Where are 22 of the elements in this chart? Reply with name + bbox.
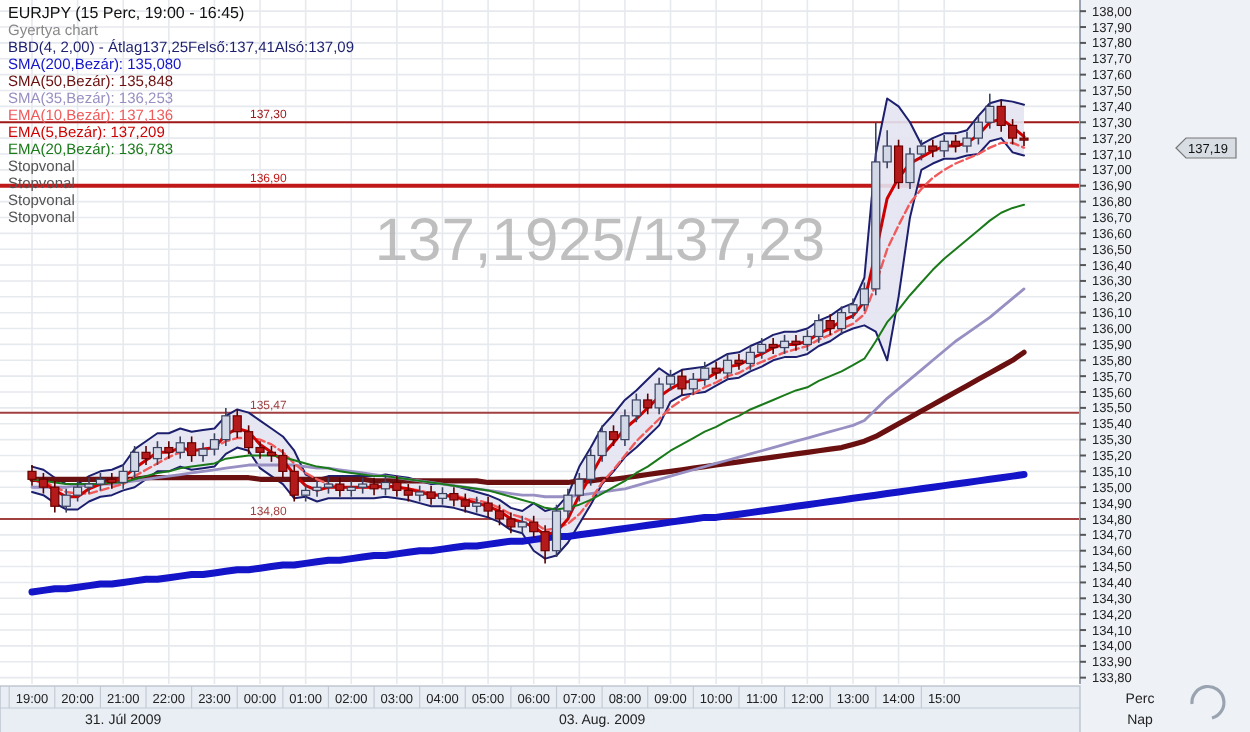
annotation: 137,1925/137,23 — [374, 208, 826, 274]
candlestick — [677, 369, 687, 396]
line-series — [28, 471, 1028, 596]
candlestick — [335, 476, 345, 498]
candlestick — [722, 353, 733, 381]
candlestick — [608, 424, 619, 447]
candlestick — [734, 353, 744, 371]
candlestick — [643, 392, 653, 416]
candlestick — [426, 484, 436, 506]
candlestick — [939, 134, 949, 158]
candlestick — [107, 472, 117, 490]
candlestick — [380, 475, 391, 496]
candlestick — [779, 334, 790, 355]
chart-title: EURJPY (15 Perc, 19:00 - 16:45) — [8, 4, 245, 22]
candlestick — [768, 337, 778, 355]
candlestick — [152, 440, 163, 466]
candlestick — [141, 445, 151, 466]
candlestick — [825, 313, 835, 336]
candlestick — [187, 435, 197, 463]
candlestick — [893, 138, 904, 190]
candlestick — [791, 334, 801, 352]
candlestick — [175, 435, 185, 460]
